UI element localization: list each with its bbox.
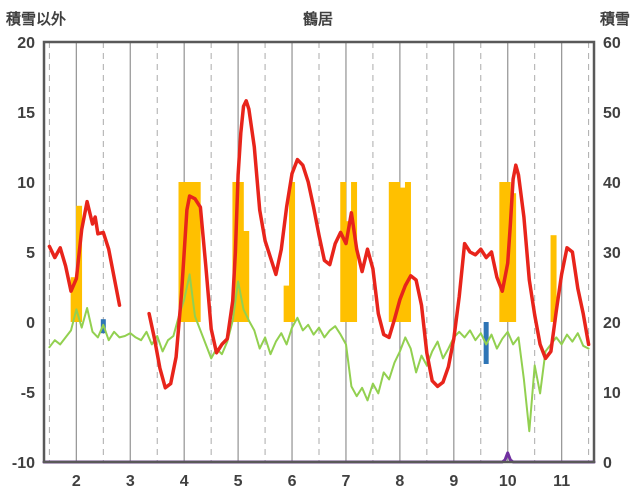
svg-text:15: 15 xyxy=(17,105,35,122)
left-axis-title: 積雪以外 xyxy=(6,11,67,28)
svg-text:0: 0 xyxy=(26,315,35,332)
svg-text:0: 0 xyxy=(603,455,612,472)
chart-title: 鶴居 xyxy=(302,11,333,28)
svg-text:10: 10 xyxy=(603,385,621,402)
svg-text:50: 50 xyxy=(603,105,621,122)
svg-text:-10: -10 xyxy=(12,455,35,472)
svg-text:-5: -5 xyxy=(21,385,35,402)
svg-text:60: 60 xyxy=(603,35,621,52)
svg-text:9: 9 xyxy=(449,473,458,490)
svg-text:5: 5 xyxy=(234,473,243,490)
svg-text:20: 20 xyxy=(17,35,35,52)
svg-text:30: 30 xyxy=(603,245,621,262)
svg-text:2: 2 xyxy=(72,473,81,490)
chart-header: 積雪以外 鶴居 積雪 xyxy=(0,6,636,36)
svg-text:10: 10 xyxy=(17,175,35,192)
svg-text:10: 10 xyxy=(499,473,517,490)
svg-text:4: 4 xyxy=(180,473,189,490)
svg-text:8: 8 xyxy=(395,473,404,490)
svg-text:5: 5 xyxy=(26,245,35,262)
svg-text:20: 20 xyxy=(603,315,621,332)
svg-text:6: 6 xyxy=(288,473,297,490)
svg-text:40: 40 xyxy=(603,175,621,192)
svg-text:7: 7 xyxy=(342,473,351,490)
svg-text:11: 11 xyxy=(553,473,570,490)
right-axis-title: 積雪 xyxy=(599,11,630,28)
svg-text:3: 3 xyxy=(126,473,135,490)
